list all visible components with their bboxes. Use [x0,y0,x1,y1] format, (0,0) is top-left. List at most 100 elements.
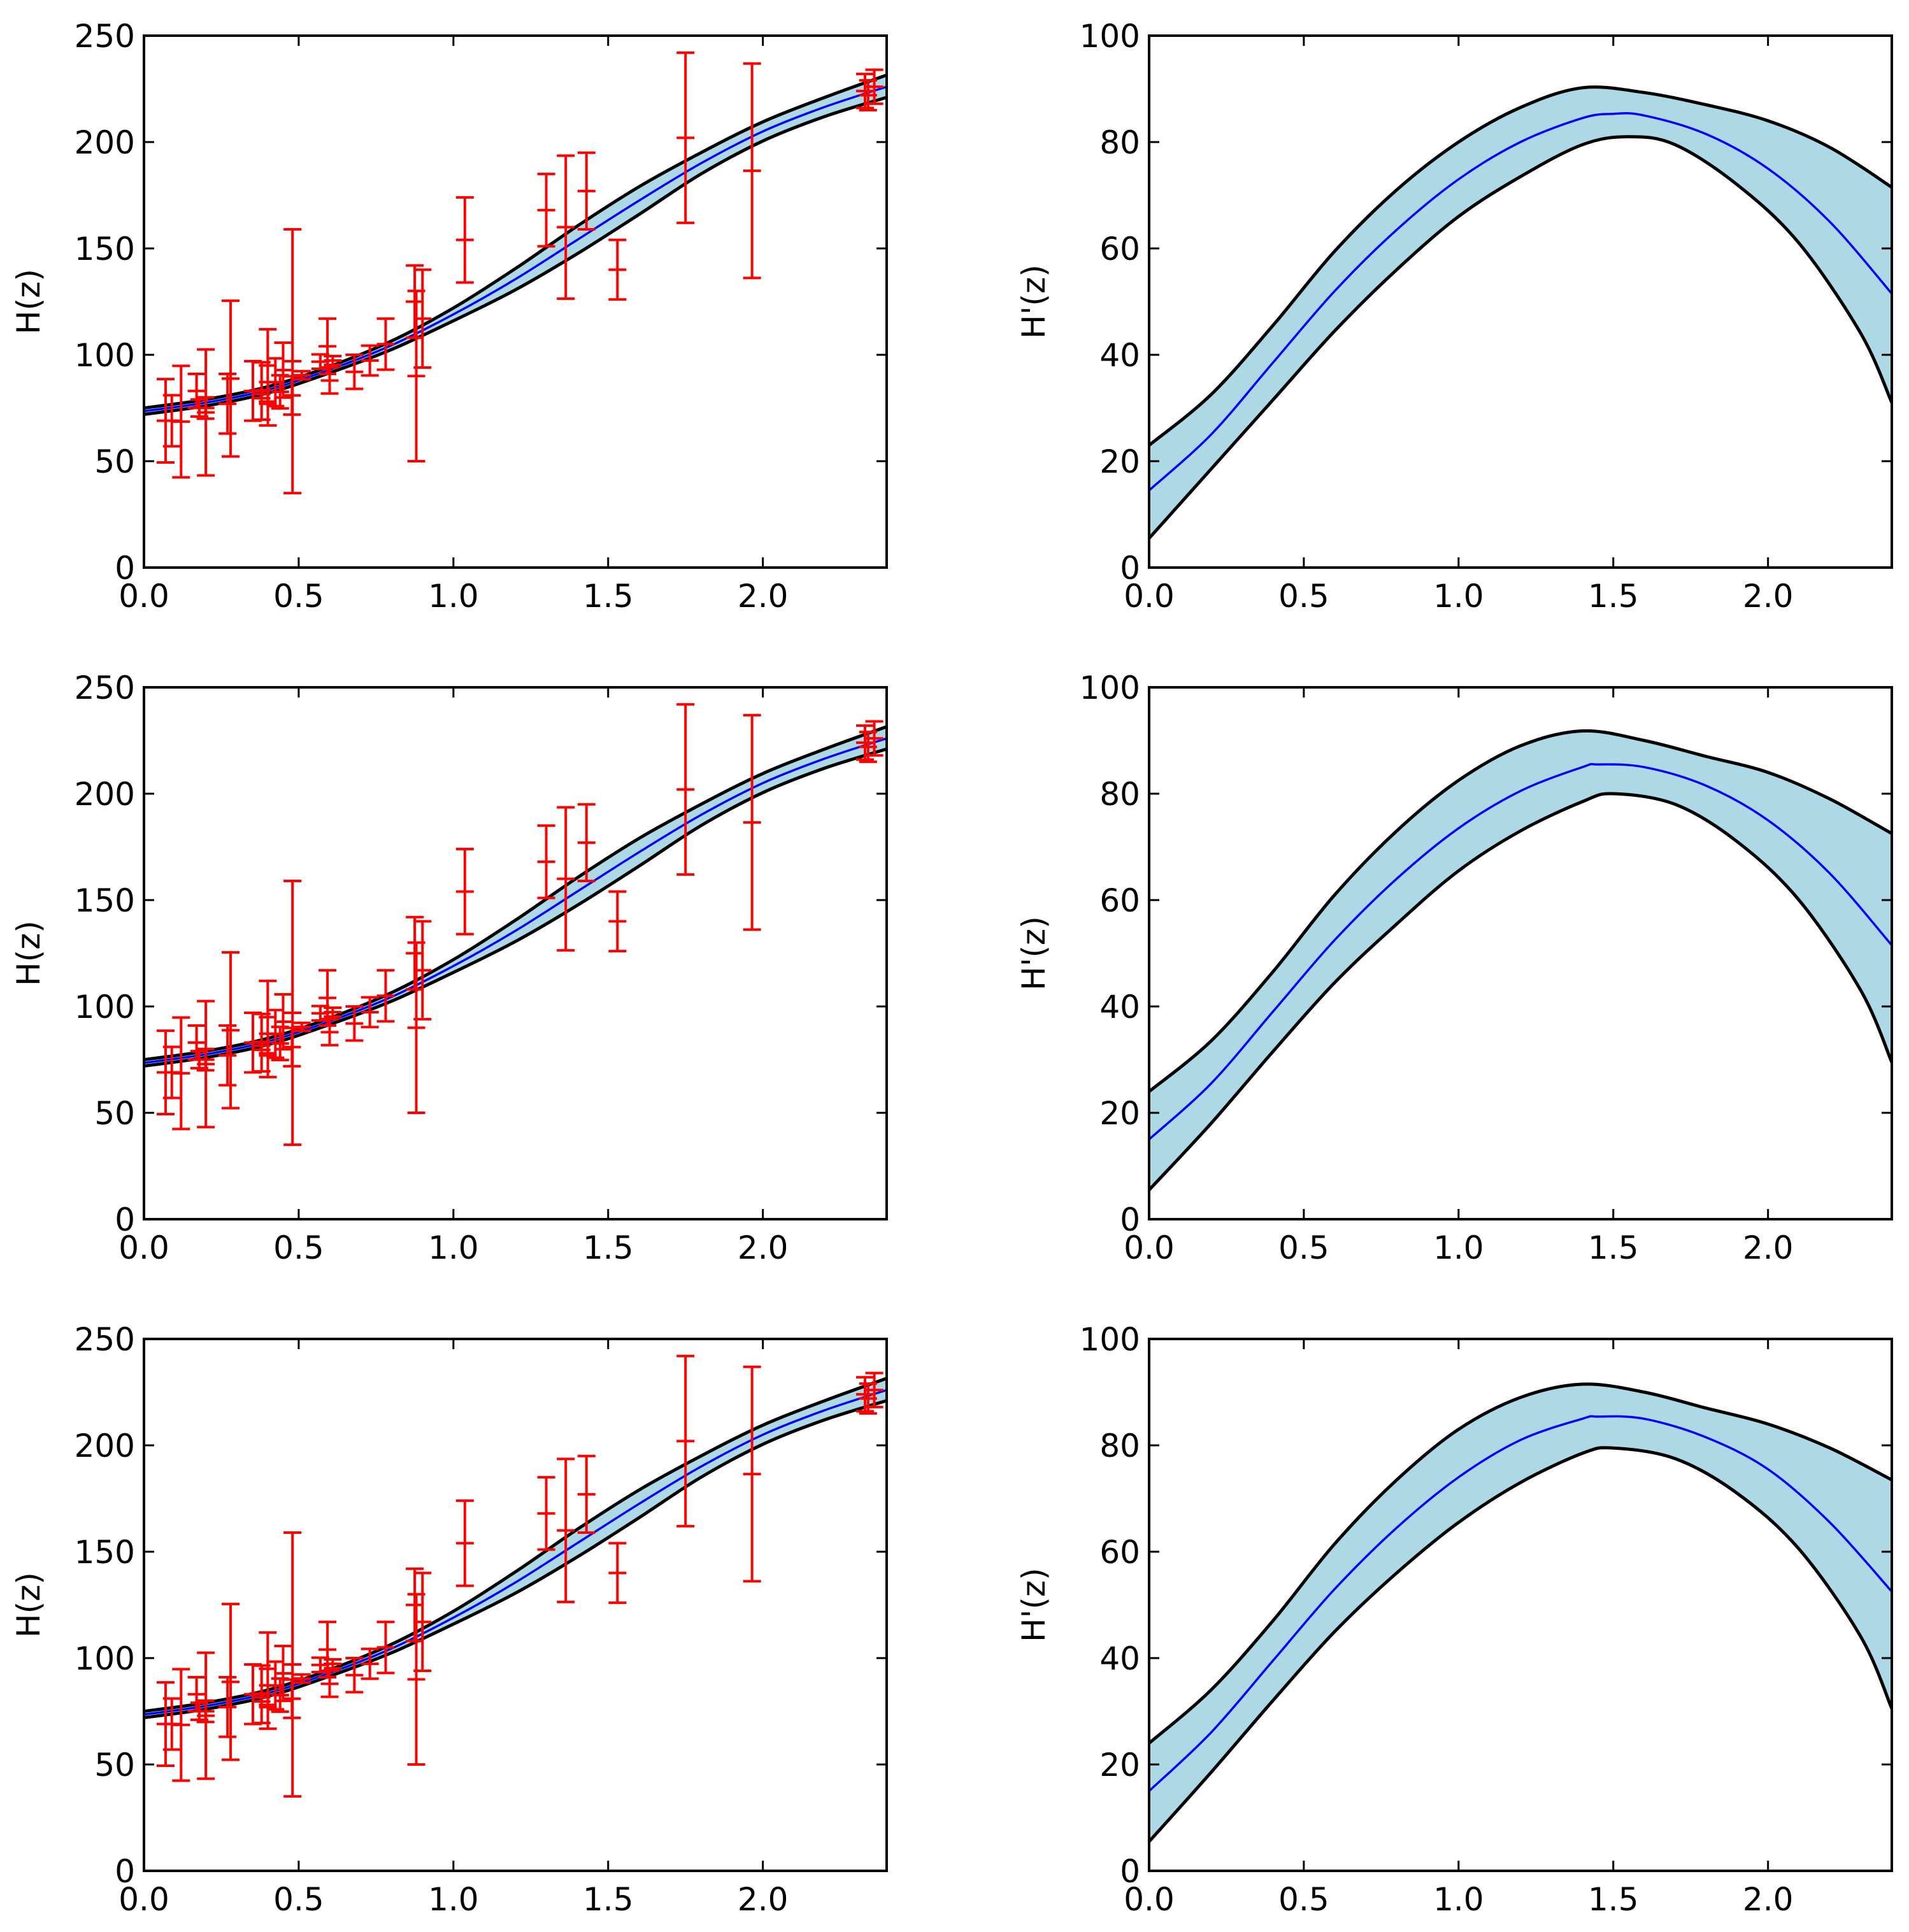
y-tick-label: 150 [75,231,135,268]
data-point [218,373,237,435]
x-tick-label: 0.5 [273,1881,324,1918]
data-point [345,1657,364,1694]
data-point [320,1670,339,1698]
data-point [274,341,292,399]
y-axis-label: H(z) [10,920,47,986]
data-point [406,264,424,340]
x-tick-label: 1.5 [1588,578,1639,615]
y-tick-label: 0 [115,1853,135,1890]
x-tick-label: 1.0 [1433,1881,1484,1918]
data-point [324,1658,342,1670]
y-tick-label: 60 [1099,882,1140,919]
data-point [172,364,190,479]
x-tick-label: 0.5 [1278,1229,1329,1266]
data-point [376,317,395,371]
mean-line [1149,112,1892,492]
data-point [172,1016,190,1131]
axes-frame [1148,1338,1893,1872]
data-point [413,268,432,369]
data-point [222,299,240,458]
data-point [743,62,761,280]
x-tick-label: 0.0 [118,578,169,615]
data-point [259,1032,277,1078]
data-point [376,1621,395,1675]
data-point [865,720,883,757]
data-point [577,1454,596,1534]
plot-area [144,1354,887,1798]
y-tick-label: 100 [75,989,135,1026]
y-tick-label: 150 [75,882,135,919]
data-point [320,366,339,395]
data-point [577,803,596,882]
x-tick-label: 2.0 [1743,578,1794,615]
data-point [283,227,302,495]
data-point [361,1647,379,1680]
data-point [197,999,215,1129]
data-point [172,1668,190,1782]
chart-top-left: 0.0 0.5 1.0 1.5 2.0 0 50 100 150 200 250 H(z) [10,18,888,615]
data-point [455,1499,474,1587]
y-tick-label: 0 [1120,1201,1140,1238]
y-tick-label: 40 [1099,989,1140,1026]
y-tick-label: 40 [1099,1640,1140,1677]
mean-line [144,737,887,1064]
y-tick-label: 0 [1120,1853,1140,1890]
y-tick-label: 50 [94,443,135,480]
y-tick-label: 0 [1120,550,1140,587]
data-point [318,969,337,1027]
y-axis-label: H'(z) [1015,264,1052,339]
x-tick-label: 0.5 [273,1229,324,1266]
y-tick-label: 60 [1099,1534,1140,1571]
y-tick-label: 40 [1099,337,1140,374]
y-axis-label: H'(z) [1015,916,1052,991]
y-tick-label: 200 [75,124,135,161]
lower-bound-line [144,96,887,416]
lower-bound-line [144,1399,887,1719]
y-tick-label: 0 [115,550,135,587]
data-point [859,1382,877,1415]
data-point [197,1651,215,1780]
data-point [406,1567,424,1643]
y-tick-label: 100 [75,337,135,374]
y-tick-label: 200 [75,1428,135,1464]
confidence-band [144,726,887,1066]
x-tick-label: 1.5 [583,578,634,615]
plot-area [1149,1382,1892,1843]
mean-line [1149,762,1892,1141]
x-tick-label: 1.0 [1433,1229,1484,1266]
data-point [455,196,474,284]
data-point [676,1354,695,1528]
data-point [162,1697,181,1751]
data-point [608,890,627,953]
y-tick-label: 100 [1080,18,1140,55]
y-tick-label: 80 [1099,776,1140,813]
x-tick-label: 0.5 [1278,1881,1329,1918]
chart-mid-right: 0.0 0.5 1.0 1.5 2.0 0 20 40 60 80 100 H'(z) [1015,669,1893,1266]
y-tick-label: 50 [94,1095,135,1132]
y-axis-label: H(z) [10,269,47,334]
data-point [222,951,240,1110]
data-point [222,1603,240,1761]
data-point [345,354,364,390]
y-tick-label: 50 [94,1747,135,1784]
x-tick-label: 1.0 [428,578,479,615]
data-point [537,824,555,899]
chart-top-right: 0.0 0.5 1.0 1.5 2.0 0 20 40 60 80 100 H'(z) [1015,18,1893,615]
data-point [413,920,432,1021]
upper-bound-line [1149,1382,1892,1745]
y-tick-label: 100 [1080,669,1140,706]
y-tick-label: 250 [75,669,135,706]
x-tick-label: 0.0 [118,1229,169,1266]
upper-bound-line [1149,729,1892,1093]
y-tick-label: 20 [1099,443,1140,480]
confidence-band [1149,731,1892,1191]
confidence-band [1149,87,1892,539]
data-point [743,1365,761,1583]
data-point [292,1673,311,1684]
data-point [324,355,342,367]
data-point [361,996,379,1029]
data-point [283,1531,302,1798]
x-tick-label: 2.0 [1743,1881,1794,1918]
confidence-band [144,75,887,415]
